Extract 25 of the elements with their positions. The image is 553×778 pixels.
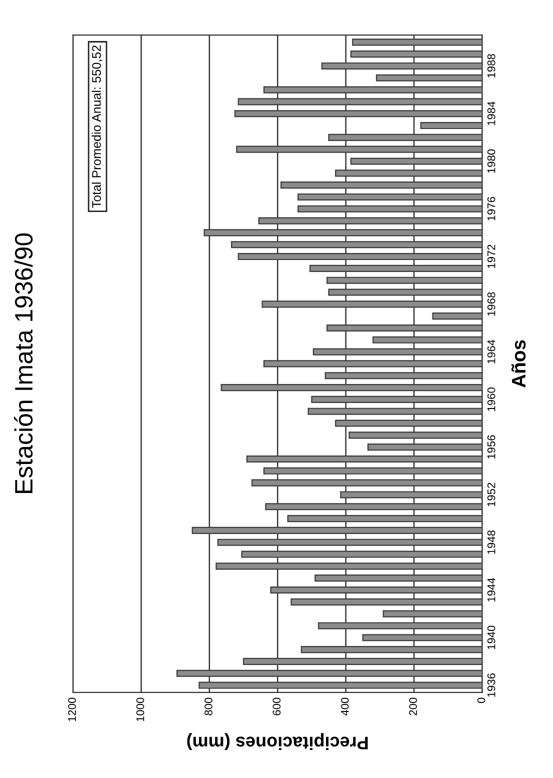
- y-tick-label: 1952: [487, 482, 496, 506]
- y-axis-title: Años: [511, 340, 526, 388]
- x-tick-label: 200: [409, 698, 417, 716]
- x-tick-label: 400: [340, 698, 349, 716]
- y-tick-label: 1948: [487, 530, 496, 554]
- y-tick-label: 1944: [487, 578, 496, 602]
- y-tick-label: 1968: [487, 292, 496, 316]
- y-tick-label: 1976: [487, 197, 496, 220]
- y-tick-label: 1940: [487, 626, 496, 650]
- x-tick-label: 600: [272, 698, 281, 716]
- y-tick-label: 1936: [487, 673, 496, 697]
- y-tick-label: 1956: [487, 435, 496, 459]
- x-tick-label: 0: [477, 698, 486, 704]
- x-axis-title: Precipitaciones (mm): [187, 733, 368, 750]
- x-tick-label: 1200: [68, 698, 76, 722]
- x-tick-label: 800: [204, 698, 212, 716]
- text: Estación Imata 1936/90: [14, 233, 33, 493]
- y-tick-label: 1984: [487, 102, 496, 126]
- annotation: Total Promedio Anual: 550,52: [92, 45, 102, 208]
- y-tick-label: 1960: [487, 388, 496, 411]
- y-tick-label: 1964: [487, 340, 496, 364]
- y-tick-label: 1988: [487, 54, 496, 78]
- x-tick-label: 1000: [136, 698, 144, 722]
- y-tick-label: 1980: [487, 149, 496, 173]
- y-tick-label: 1972: [487, 244, 496, 268]
